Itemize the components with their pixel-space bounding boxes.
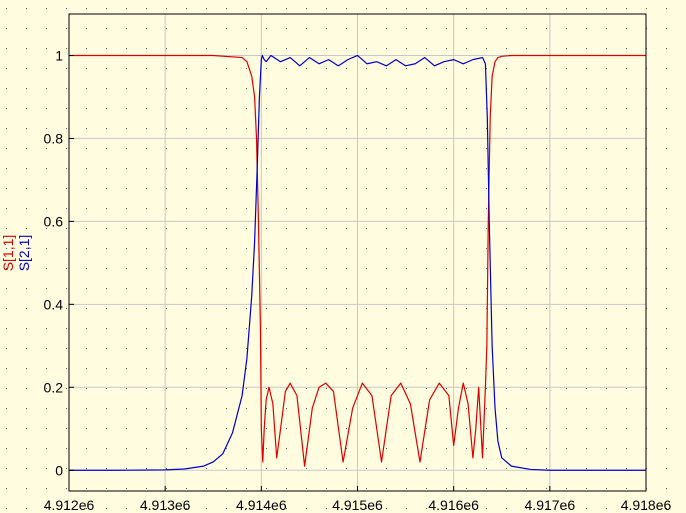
x-tick-label: 4.913e6 (140, 497, 191, 513)
series-group (69, 54, 646, 471)
y-tick-label: 0 (55, 462, 63, 478)
y-axis-ticks: 0 0.2 0.4 0.6 0.8 1 (44, 47, 74, 478)
x-tick-label: 4.915e6 (332, 497, 383, 513)
y-tick-label: 0.2 (44, 379, 64, 395)
series-line-s11 (69, 54, 646, 467)
x-tick-label: 4.917e6 (525, 497, 576, 513)
x-tick-label: 4.912e6 (44, 497, 95, 513)
y-tick-label: 0.6 (44, 213, 64, 229)
x-tick-label: 4.914e6 (236, 497, 287, 513)
legend-s11: S[1,1] (0, 235, 16, 272)
x-tick-label: 4.916e6 (428, 497, 479, 513)
legend-s21: S[2,1] (16, 235, 32, 272)
y-axis-legend: S[1,1] S[2,1] (0, 235, 32, 272)
y-tick-label: 0.8 (44, 130, 64, 146)
y-tick-label: 1 (55, 47, 63, 63)
x-axis-ticks: 4.912e6 4.913e6 4.914e6 4.915e6 4.916e6 4.917… (44, 486, 672, 513)
x-tick-label: 4.918e6 (621, 497, 672, 513)
y-tick-label: 0.4 (44, 296, 64, 312)
series-line-s21 (69, 54, 646, 471)
